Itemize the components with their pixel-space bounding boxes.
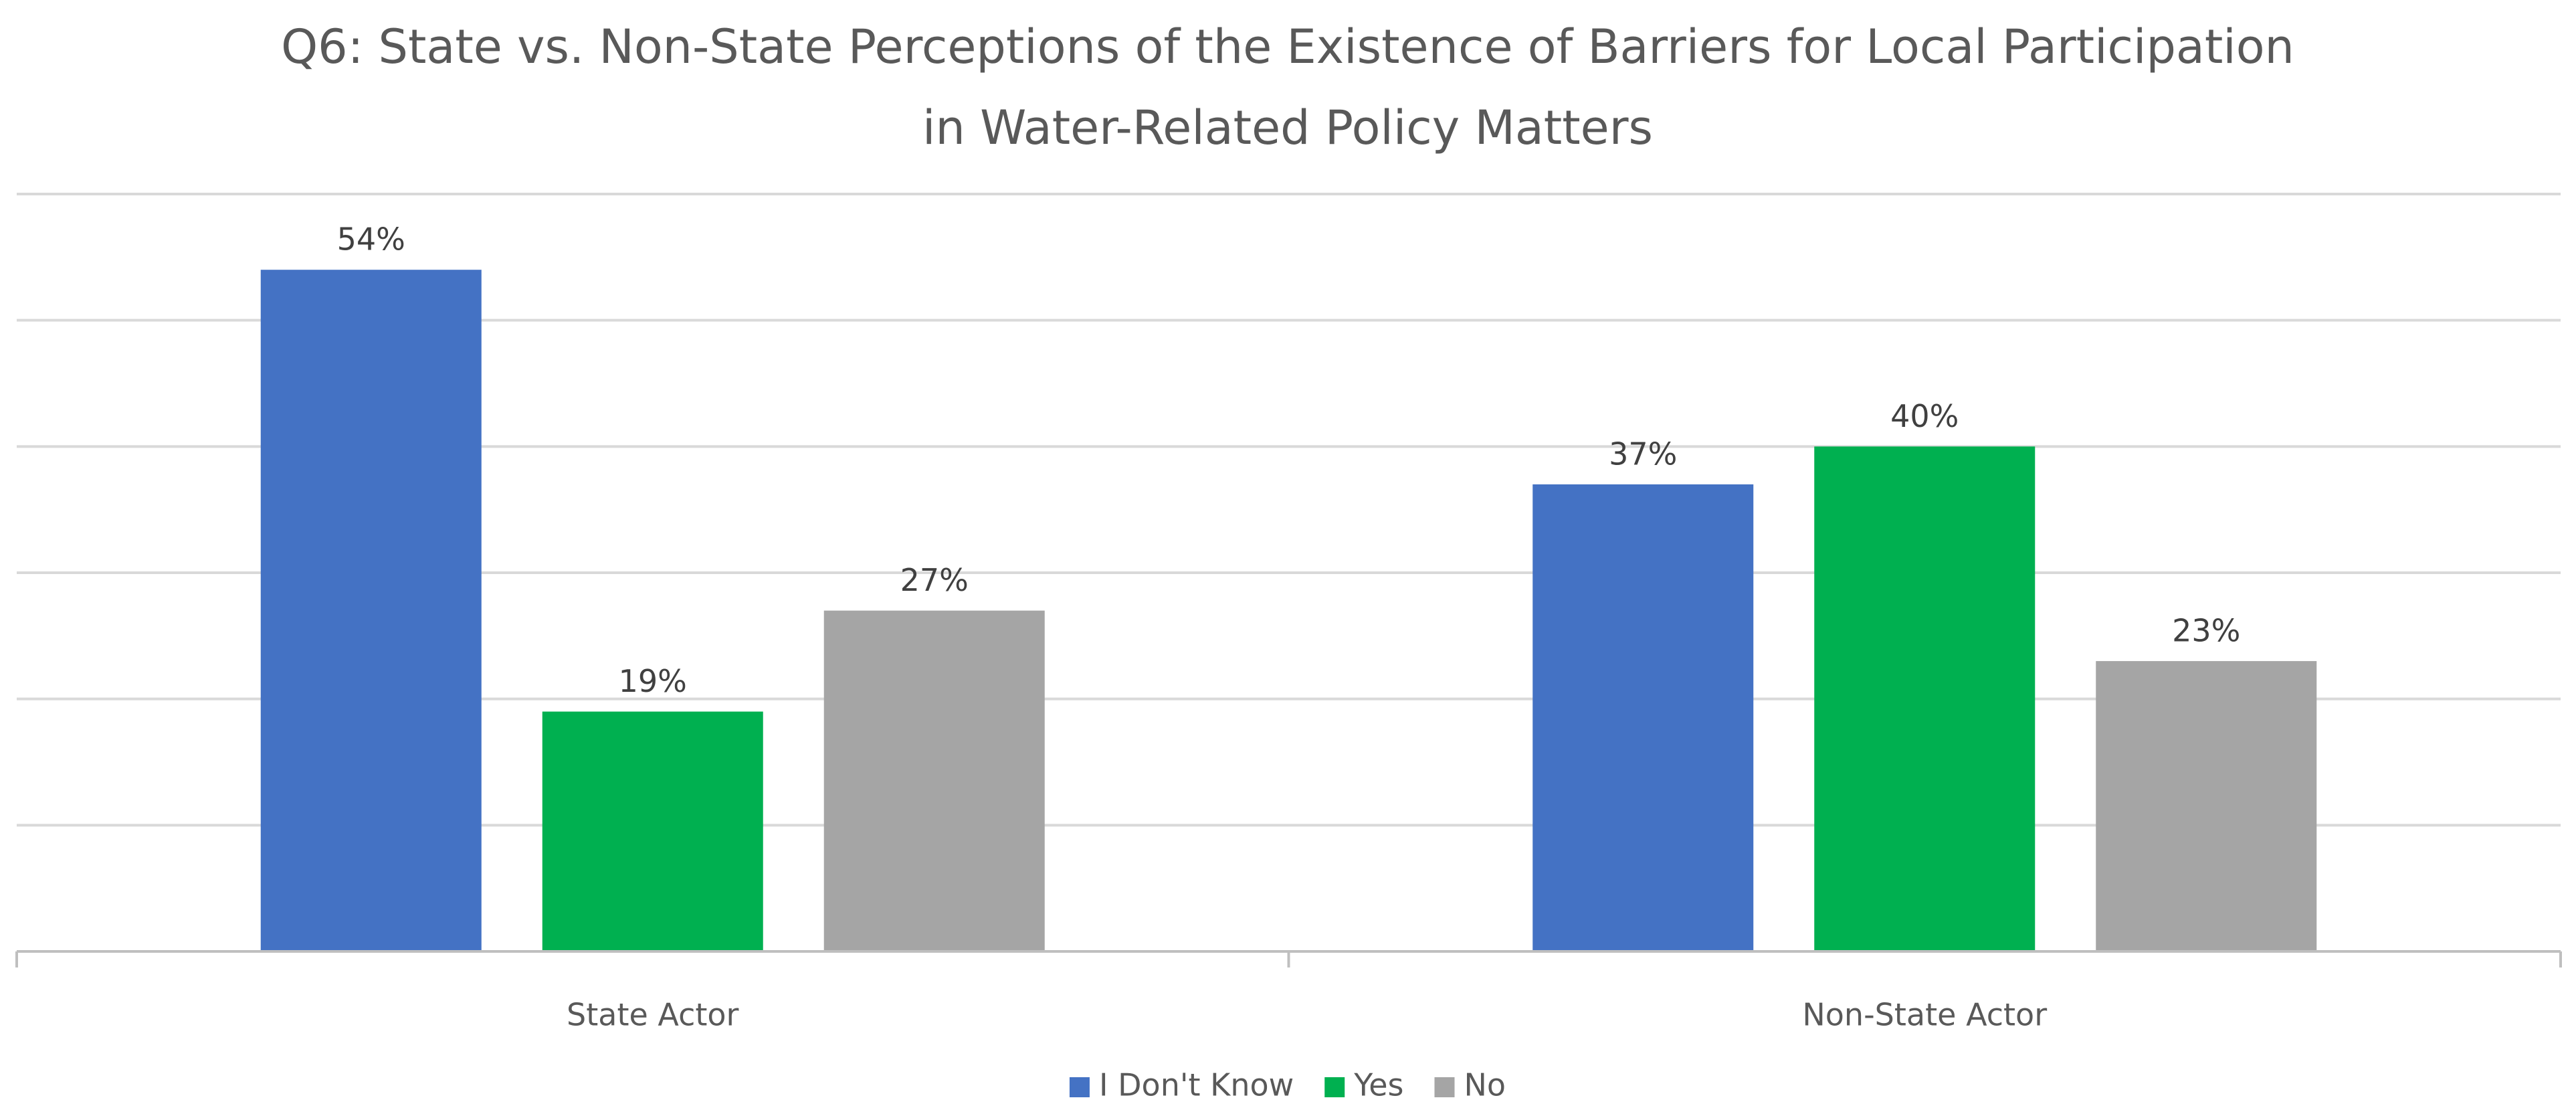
bar-non-state-actor-yes bbox=[1814, 446, 2036, 951]
chart-title-line-1: Q6: State vs. Non-State Perceptions of t… bbox=[281, 19, 2294, 74]
data-label-non-state-actor-no: 23% bbox=[2172, 613, 2240, 649]
category-label-non-state-actor: Non-State Actor bbox=[1802, 997, 2047, 1033]
bar-state-actor-no bbox=[823, 610, 1045, 951]
category-label-state-actor: State Actor bbox=[567, 997, 739, 1033]
bars bbox=[260, 270, 2317, 951]
legend-label-yes: Yes bbox=[1353, 1067, 1403, 1103]
legend-label-no: No bbox=[1464, 1067, 1506, 1103]
legend-swatch-no bbox=[1434, 1077, 1455, 1097]
x-axis: State Actor Non-State Actor bbox=[15, 950, 2562, 1033]
legend-swatch-yes bbox=[1324, 1077, 1345, 1097]
legend-item-no: No bbox=[1434, 1067, 1506, 1103]
data-label-state-actor-no: 27% bbox=[900, 562, 969, 598]
chart-title-line-2: in Water-Related Policy Matters bbox=[922, 100, 1653, 155]
legend-item-i-don-t-know: I Don't Know bbox=[1069, 1067, 1294, 1103]
data-label-non-state-actor-yes: 40% bbox=[1890, 398, 1959, 434]
legend-swatch-i-don-t-know bbox=[1069, 1077, 1090, 1097]
data-labels: 54% 19% 27% 37% 40% 23% bbox=[337, 221, 2241, 699]
legend-item-yes: Yes bbox=[1324, 1067, 1404, 1103]
data-label-non-state-actor-i-don-t-know: 37% bbox=[1609, 436, 1677, 472]
legend-label-i-don-t-know: I Don't Know bbox=[1099, 1067, 1294, 1103]
bar-state-actor-i-don-t-know bbox=[260, 270, 482, 951]
bar-non-state-actor-i-don-t-know bbox=[1532, 484, 1754, 951]
bar-state-actor-yes bbox=[542, 711, 763, 951]
data-label-state-actor-yes: 19% bbox=[619, 663, 687, 699]
data-label-state-actor-i-don-t-know: 54% bbox=[337, 221, 405, 258]
legend: I Don't Know Yes No bbox=[1069, 1067, 1506, 1103]
bar-non-state-actor-no bbox=[2096, 661, 2317, 951]
chart-title: Q6: State vs. Non-State Perceptions of t… bbox=[281, 19, 2294, 155]
